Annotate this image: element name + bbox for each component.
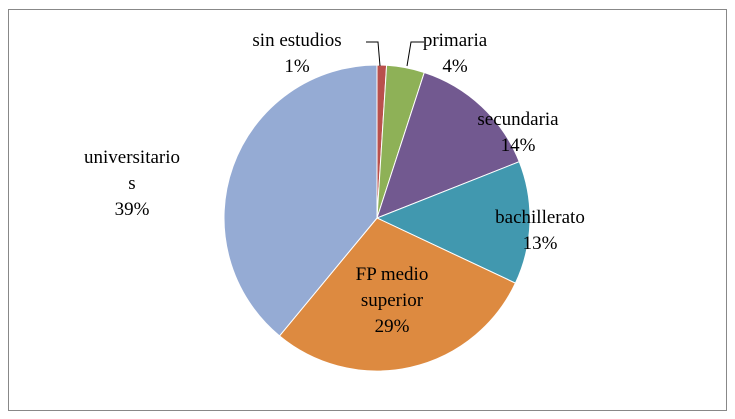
leader-line xyxy=(406,41,424,67)
category-label: primaria xyxy=(422,30,488,51)
category-label: secundaria xyxy=(477,109,559,130)
value-label: 29% xyxy=(374,316,410,337)
value-label: 1% xyxy=(284,56,310,77)
value-label: 13% xyxy=(522,233,558,254)
value-label: 39% xyxy=(114,199,150,220)
category-label: sin estudios xyxy=(252,30,342,51)
category-label: bachillerato xyxy=(495,207,585,228)
category-label: FP medio superior xyxy=(355,264,429,311)
category-label: universitarios xyxy=(83,147,181,194)
pie-slice xyxy=(223,64,378,337)
slice-label: secundaria 14% xyxy=(458,107,578,159)
pie-slice xyxy=(278,217,517,372)
value-label: 14% xyxy=(500,135,536,156)
slice-label: sin estudios 1% xyxy=(217,28,377,80)
slice-label: bachillerato 13% xyxy=(480,205,600,257)
value-label: 4% xyxy=(442,56,468,77)
pie-slice xyxy=(375,161,531,284)
leader-line xyxy=(366,41,381,67)
slice-label: primaria 4% xyxy=(405,28,505,80)
pie-slice xyxy=(376,71,520,219)
slice-label: FP medio superior 29% xyxy=(342,262,442,340)
slice-label: universitarios 39% xyxy=(83,145,181,223)
